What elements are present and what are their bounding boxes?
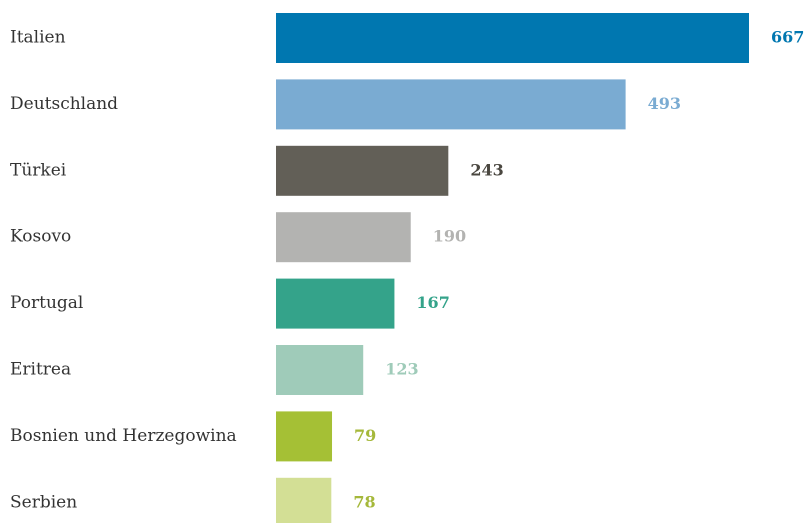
category-label: Italien (10, 28, 66, 48)
bar (276, 145, 449, 196)
value-label: 78 (353, 492, 375, 511)
value-label: 243 (470, 160, 503, 179)
category-label: Portugal (10, 293, 83, 313)
bar (276, 278, 395, 329)
bar (276, 477, 332, 523)
bar (276, 13, 749, 63)
value-label: 167 (416, 293, 449, 312)
category-label: Eritrea (10, 360, 71, 380)
bar (276, 345, 364, 395)
value-label: 190 (433, 227, 466, 246)
category-label: Türkei (10, 160, 67, 180)
bar (276, 212, 411, 263)
category-label: Bosnien und Herzegowina (10, 426, 237, 446)
category-label: Kosovo (10, 227, 71, 247)
category-label: Deutschland (10, 94, 118, 114)
bar (276, 411, 333, 462)
category-label: Serbien (10, 492, 77, 512)
value-label: 79 (354, 426, 376, 445)
bar (276, 79, 626, 130)
value-label: 123 (385, 360, 418, 379)
value-label: 493 (648, 94, 681, 113)
value-label: 667 (771, 28, 804, 47)
